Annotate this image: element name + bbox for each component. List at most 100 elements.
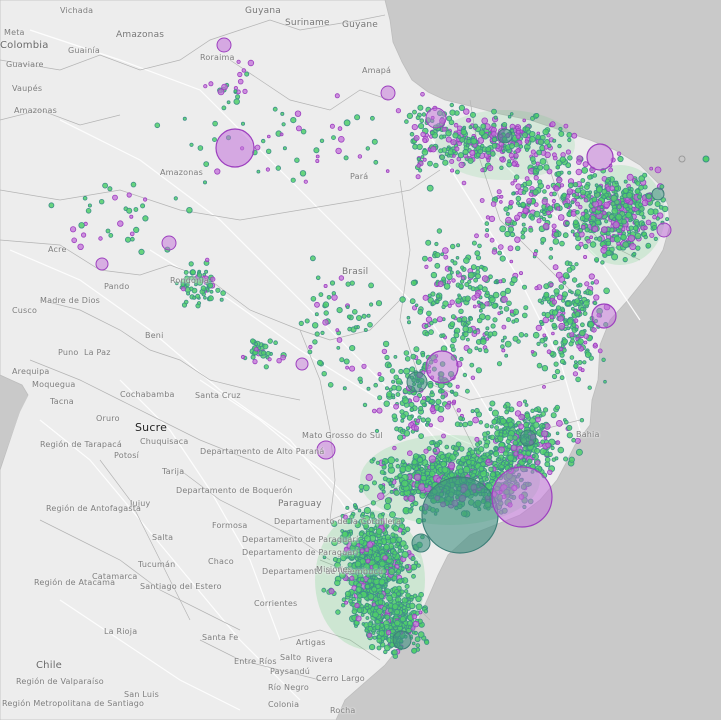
- map-marker[interactable]: [573, 360, 578, 364]
- map-marker[interactable]: [400, 531, 405, 536]
- map-marker[interactable]: [107, 186, 113, 192]
- map-marker[interactable]: [197, 145, 204, 151]
- map-marker[interactable]: [418, 610, 423, 615]
- map-marker[interactable]: [499, 429, 504, 434]
- map-marker[interactable]: [403, 367, 411, 375]
- map-marker[interactable]: [522, 284, 528, 290]
- map-marker[interactable]: [544, 451, 550, 457]
- map-marker[interactable]: [343, 155, 349, 161]
- map-marker[interactable]: [345, 281, 351, 287]
- map-marker[interactable]: [536, 362, 543, 369]
- map-marker[interactable]: [562, 280, 567, 285]
- map-marker[interactable]: [420, 155, 425, 159]
- marker-sao-luis[interactable]: [497, 128, 513, 144]
- map-marker[interactable]: [411, 647, 418, 654]
- map-marker[interactable]: [616, 228, 621, 233]
- map-marker[interactable]: [323, 283, 328, 288]
- map-marker[interactable]: [611, 253, 619, 261]
- map-marker[interactable]: [552, 238, 560, 245]
- map-marker[interactable]: [262, 343, 269, 350]
- map-marker[interactable]: [393, 403, 400, 410]
- map-marker[interactable]: [498, 305, 503, 310]
- map-marker[interactable]: [417, 464, 422, 469]
- map-marker[interactable]: [582, 161, 589, 168]
- map-marker[interactable]: [482, 452, 487, 457]
- map-marker[interactable]: [357, 154, 363, 159]
- map-marker[interactable]: [509, 259, 514, 264]
- map-marker[interactable]: [405, 592, 411, 599]
- map-marker[interactable]: [309, 255, 316, 262]
- map-marker[interactable]: [457, 295, 462, 300]
- map-marker[interactable]: [415, 595, 422, 602]
- map-marker[interactable]: [371, 480, 377, 486]
- map-marker[interactable]: [510, 276, 518, 284]
- marker-layer[interactable]: [48, 59, 670, 659]
- map-marker[interactable]: [421, 112, 427, 117]
- map-marker[interactable]: [279, 132, 284, 137]
- map-marker[interactable]: [578, 227, 583, 233]
- map-marker[interactable]: [382, 555, 388, 561]
- map-marker[interactable]: [404, 589, 409, 594]
- map-marker[interactable]: [549, 121, 556, 128]
- map-marker[interactable]: [391, 575, 398, 581]
- map-marker[interactable]: [392, 550, 398, 556]
- map-marker[interactable]: [426, 184, 434, 192]
- map-marker[interactable]: [416, 563, 421, 568]
- map-marker[interactable]: [354, 560, 362, 568]
- map-marker[interactable]: [505, 317, 511, 323]
- map-marker[interactable]: [551, 198, 557, 204]
- map-marker[interactable]: [342, 539, 349, 545]
- map-marker[interactable]: [484, 477, 489, 482]
- map-marker[interactable]: [512, 435, 518, 441]
- map-marker[interactable]: [605, 249, 612, 256]
- map-marker[interactable]: [502, 335, 507, 340]
- map-marker[interactable]: [601, 194, 607, 200]
- map-marker[interactable]: [568, 341, 574, 347]
- map-marker[interactable]: [478, 308, 483, 313]
- map-marker[interactable]: [558, 130, 565, 137]
- map-marker[interactable]: [361, 363, 367, 369]
- map-marker[interactable]: [349, 575, 355, 581]
- map-marker[interactable]: [479, 264, 484, 270]
- map-marker[interactable]: [537, 138, 545, 146]
- map-marker[interactable]: [453, 122, 459, 128]
- map-marker[interactable]: [462, 331, 469, 338]
- map-marker[interactable]: [429, 440, 435, 446]
- map-marker[interactable]: [435, 398, 442, 405]
- map-marker[interactable]: [321, 371, 327, 377]
- map-marker[interactable]: [491, 302, 498, 309]
- map-marker[interactable]: [465, 143, 470, 148]
- map-marker[interactable]: [449, 472, 455, 478]
- map-marker[interactable]: [651, 225, 658, 231]
- map-marker[interactable]: [592, 173, 598, 178]
- map-marker[interactable]: [407, 495, 415, 503]
- map-marker[interactable]: [465, 118, 471, 123]
- map-marker[interactable]: [421, 396, 427, 401]
- map-marker[interactable]: [467, 420, 473, 427]
- map-marker[interactable]: [77, 243, 84, 250]
- map-marker[interactable]: [188, 261, 194, 267]
- map-marker[interactable]: [493, 115, 498, 120]
- map-marker[interactable]: [142, 215, 149, 222]
- map-marker[interactable]: [472, 329, 478, 334]
- map-marker[interactable]: [416, 456, 424, 463]
- map-marker[interactable]: [458, 161, 465, 168]
- map-marker[interactable]: [275, 165, 281, 171]
- map-marker[interactable]: [504, 287, 511, 294]
- map-marker[interactable]: [420, 353, 426, 358]
- map-marker[interactable]: [540, 439, 546, 445]
- map-marker[interactable]: [647, 208, 655, 216]
- map-marker[interactable]: [442, 247, 449, 254]
- map-marker[interactable]: [265, 350, 271, 356]
- map-marker[interactable]: [384, 588, 391, 595]
- map-marker[interactable]: [242, 88, 248, 95]
- map-marker[interactable]: [588, 190, 592, 195]
- map-marker[interactable]: [654, 200, 661, 207]
- map-marker[interactable]: [501, 149, 506, 153]
- map-marker[interactable]: [458, 446, 465, 452]
- map-marker[interactable]: [441, 126, 447, 132]
- map-marker[interactable]: [489, 424, 494, 429]
- map-marker[interactable]: [392, 445, 397, 451]
- map-marker[interactable]: [339, 357, 345, 363]
- map-marker[interactable]: [532, 331, 540, 339]
